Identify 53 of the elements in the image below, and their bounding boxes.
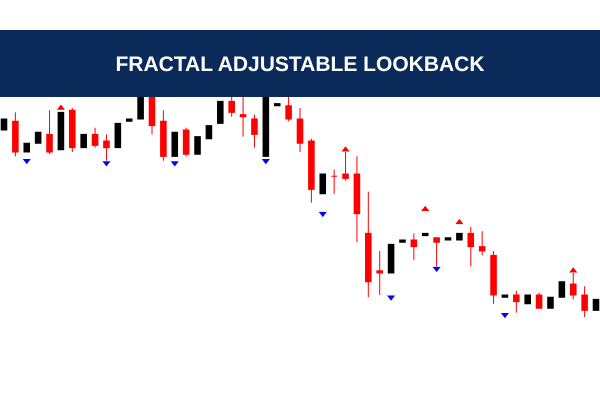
candlestick [433, 237, 440, 267]
point [342, 146, 350, 152]
candlestick [34, 132, 42, 144]
candlestick [182, 127, 190, 157]
candlestick [478, 230, 486, 256]
candlestick [148, 97, 156, 135]
candlestick [262, 97, 270, 157]
chart-title: FRACTAL ADJUSTABLE LOOKBACK [115, 52, 485, 76]
candlestick [12, 112, 19, 157]
candlestick [456, 232, 463, 240]
point [318, 212, 327, 218]
candlestick [285, 97, 292, 122]
candlestick [114, 122, 122, 148]
candlestick [319, 174, 326, 194]
candlestick [23, 142, 30, 152]
candlestick [69, 108, 76, 152]
candlestick [194, 136, 201, 155]
candlestick [388, 244, 394, 274]
candlestick [547, 296, 554, 309]
candlestick [58, 112, 64, 150]
candlestick [410, 232, 418, 260]
candlestick [365, 191, 372, 298]
candlestick [513, 290, 520, 314]
candlestick [330, 169, 338, 194]
candlestick [444, 237, 452, 240]
candlestick [228, 97, 235, 118]
candlestick [171, 132, 178, 157]
point [432, 266, 441, 272]
candlestick [206, 125, 212, 140]
candlestick [354, 156, 360, 243]
candlestick [581, 286, 588, 318]
candlestick [536, 292, 542, 309]
candlestick [46, 110, 53, 155]
candlestick [240, 97, 246, 138]
candlestick [217, 100, 224, 124]
candlestick [399, 240, 406, 243]
candlestick [592, 298, 600, 311]
candlestick [80, 134, 87, 148]
candlestick [0, 118, 8, 130]
candlestick [296, 108, 304, 152]
candlestick [160, 110, 167, 162]
candlestick [92, 127, 98, 148]
candlestick [308, 138, 315, 204]
candlestick [103, 134, 110, 162]
candlestick [524, 294, 531, 304]
candlestick [274, 103, 281, 106]
candlestick [376, 250, 383, 296]
candlestick [558, 281, 566, 298]
candlestick [137, 97, 144, 120]
candlestick [251, 114, 258, 148]
point [387, 295, 396, 301]
candlestick [467, 226, 474, 267]
candlestick [490, 250, 497, 304]
